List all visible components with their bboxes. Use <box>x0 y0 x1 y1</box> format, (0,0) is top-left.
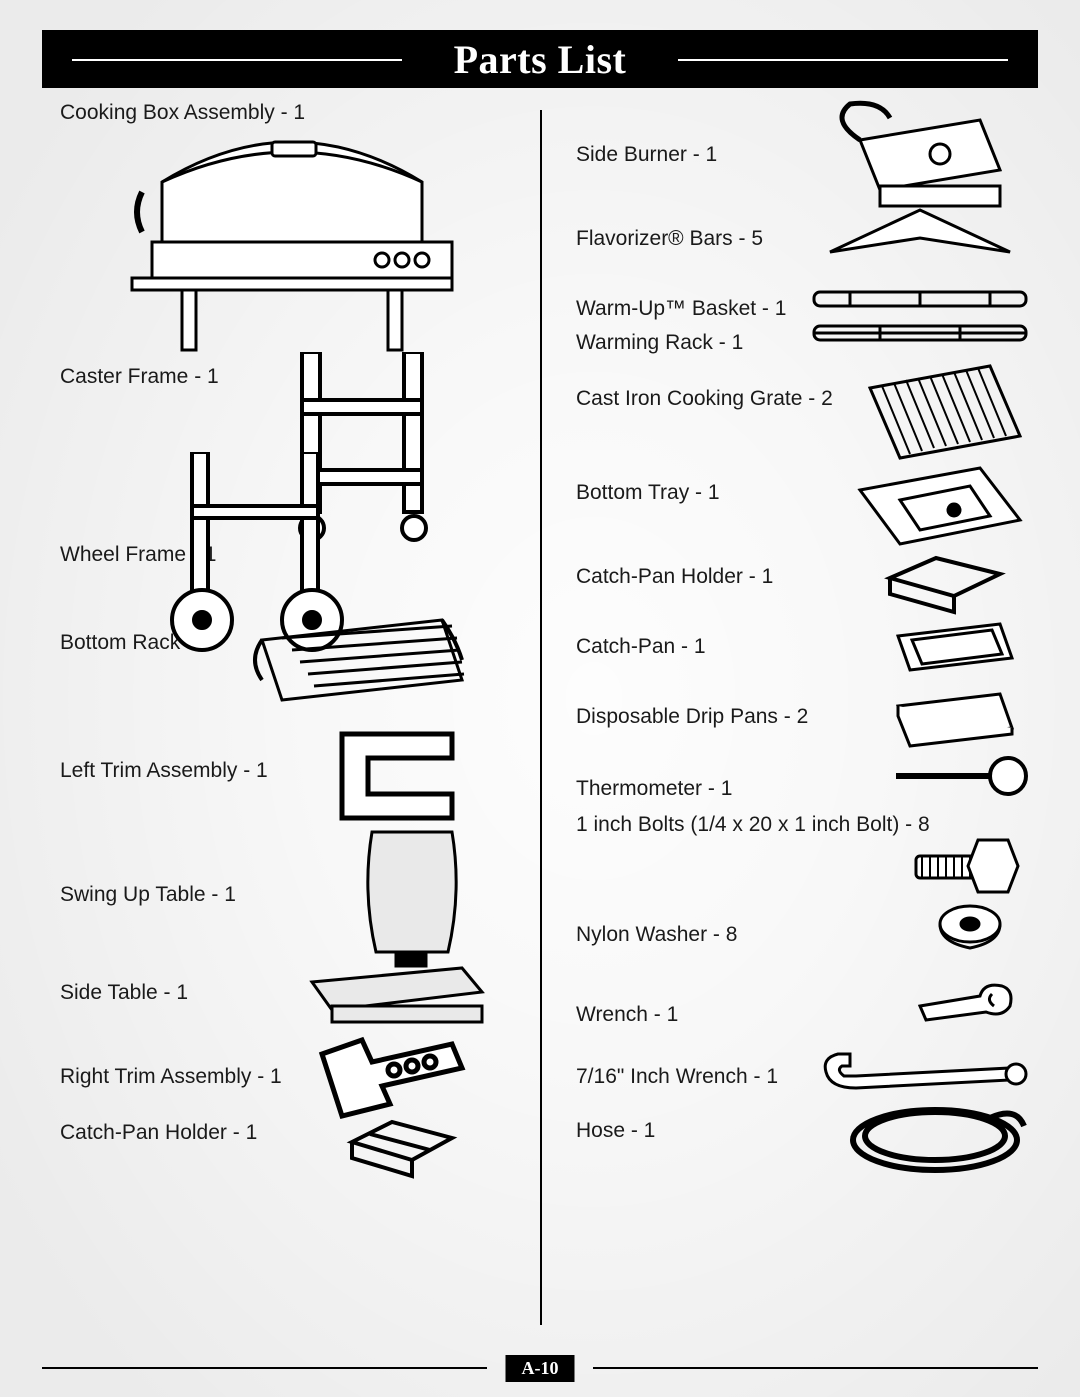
side-burner-illustration <box>820 100 1020 240</box>
open-wrench-illustration <box>820 1044 1030 1094</box>
bottom-rack-illustration <box>242 610 472 720</box>
warmup-basket-illustration <box>810 288 1030 312</box>
cooking-box-illustration: weber <box>122 122 462 362</box>
footer-rule-left <box>42 1367 487 1369</box>
header-bar: Parts List <box>42 30 1038 88</box>
wrench-illustration <box>910 976 1020 1026</box>
catch-pan-holder-right-illustration <box>880 550 1010 620</box>
part-label: Bottom Rack - 1 <box>60 630 211 656</box>
part-label: Cast Iron Cooking Grate - 2 <box>576 386 833 412</box>
swing-up-table-illustration <box>352 822 472 972</box>
caster-frame-illustration <box>282 352 442 542</box>
part-label: Catch-Pan Holder - 1 <box>576 564 773 590</box>
thermometer-illustration <box>890 754 1030 798</box>
warming-rack-illustration <box>810 322 1030 346</box>
catch-pan-illustration <box>890 618 1020 678</box>
catch-pan-holder-left-illustration <box>342 1112 462 1182</box>
part-label: Side Table - 1 <box>60 980 188 1006</box>
bolt-illustration <box>910 832 1020 902</box>
part-label: Hose - 1 <box>576 1118 655 1144</box>
left-trim-illustration <box>322 724 482 834</box>
drip-pan-illustration <box>890 686 1020 750</box>
part-label: Bottom Tray - 1 <box>576 480 720 506</box>
washer-illustration <box>935 902 1005 958</box>
part-label: Nylon Washer - 8 <box>576 922 737 948</box>
part-label: Flavorizer® Bars - 5 <box>576 226 763 252</box>
part-label: 7/16" Inch Wrench - 1 <box>576 1064 778 1090</box>
right-trim-illustration <box>312 1034 482 1124</box>
header-rule-right <box>678 59 1008 61</box>
part-label: 1 inch Bolts (1/4 x 20 x 1 inch Bolt) - … <box>576 812 930 838</box>
part-label: Warming Rack - 1 <box>576 330 743 356</box>
part-label: Caster Frame - 1 <box>60 364 219 390</box>
part-label: Catch-Pan Holder - 1 <box>60 1120 257 1146</box>
right-column: Side Burner - 1 Flavorizer® Bars - 5 War… <box>540 92 1038 1337</box>
part-label: Left Trim Assembly - 1 <box>60 758 268 784</box>
part-label: Catch-Pan - 1 <box>576 634 706 660</box>
part-label: Disposable Drip Pans - 2 <box>576 704 808 730</box>
header-rule-left <box>72 59 402 61</box>
part-label: Warm-Up™ Basket - 1 <box>576 296 786 322</box>
page-number: A-10 <box>506 1355 575 1382</box>
part-label: Side Burner - 1 <box>576 142 717 168</box>
footer-rule-right <box>593 1367 1038 1369</box>
footer: A-10 <box>42 1355 1038 1379</box>
part-label: Cooking Box Assembly - 1 <box>60 100 305 126</box>
part-label: Wheel Frame - 1 <box>60 542 216 568</box>
svg-text:weber: weber <box>290 214 334 234</box>
side-table-illustration <box>302 962 492 1032</box>
page-title: Parts List <box>454 36 627 83</box>
content-area: Cooking Box Assembly - 1 Caster Frame - … <box>42 92 1038 1337</box>
part-label: Right Trim Assembly - 1 <box>60 1064 282 1090</box>
left-column: Cooking Box Assembly - 1 Caster Frame - … <box>42 92 540 1337</box>
hose-illustration <box>840 1092 1030 1182</box>
part-label: Swing Up Table - 1 <box>60 882 236 908</box>
flavorizer-bar-illustration <box>820 202 1020 272</box>
cooking-grate-illustration <box>860 358 1030 468</box>
bottom-tray-illustration <box>850 460 1030 560</box>
part-label: Thermometer - 1 <box>576 776 732 802</box>
part-label: Wrench - 1 <box>576 1002 678 1028</box>
